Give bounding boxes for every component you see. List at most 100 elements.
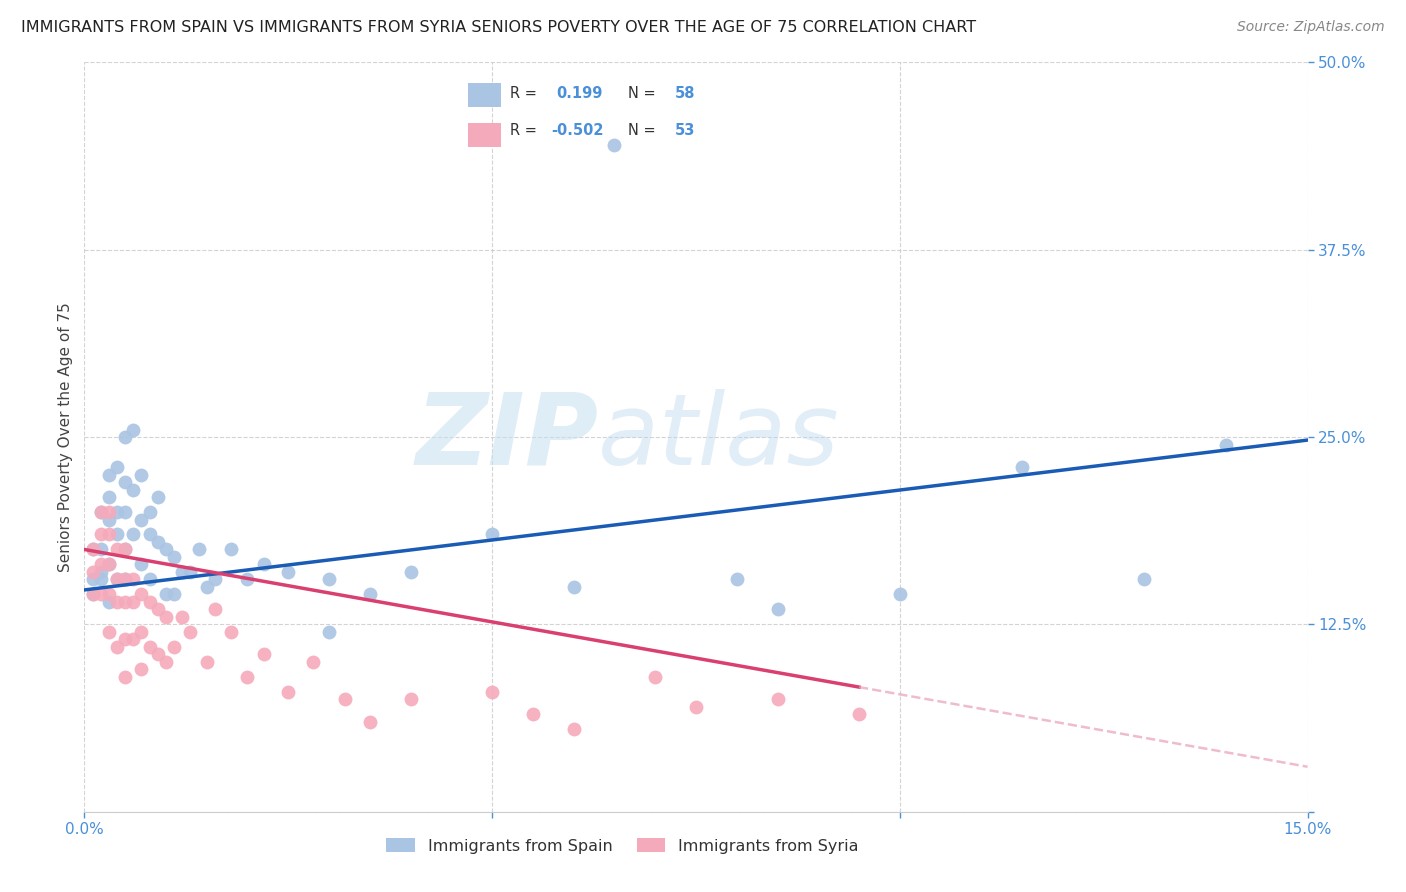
Point: [114, 595, 136, 609]
Point: [138, 505, 160, 519]
Point: [114, 632, 136, 647]
Point: [122, 632, 145, 647]
Point: [90, 587, 112, 601]
Point: [236, 670, 259, 684]
Point: [131, 558, 153, 572]
Point: [889, 587, 911, 601]
Point: [105, 505, 128, 519]
Text: Source: ZipAtlas.com: Source: ZipAtlas.com: [1237, 20, 1385, 34]
Point: [82, 542, 104, 557]
Point: [1215, 437, 1237, 451]
Point: [97, 505, 120, 519]
Point: [97, 558, 120, 572]
Point: [82, 587, 104, 601]
Point: [131, 467, 153, 482]
Point: [301, 655, 323, 669]
Legend: Immigrants from Spain, Immigrants from Syria: Immigrants from Spain, Immigrants from S…: [380, 831, 865, 860]
Point: [114, 505, 136, 519]
Point: [481, 685, 503, 699]
Point: [122, 595, 145, 609]
Point: [187, 542, 209, 557]
Point: [399, 692, 422, 706]
Point: [725, 573, 748, 587]
Point: [359, 587, 381, 601]
Point: [105, 460, 128, 475]
Text: atlas: atlas: [598, 389, 839, 485]
Point: [105, 573, 128, 587]
Point: [179, 565, 201, 579]
Point: [90, 527, 112, 541]
Point: [97, 490, 120, 504]
Point: [131, 512, 153, 526]
Point: [105, 527, 128, 541]
Point: [114, 542, 136, 557]
Point: [253, 648, 276, 662]
Point: [1133, 573, 1156, 587]
Point: [219, 542, 242, 557]
Point: [277, 565, 299, 579]
Point: [766, 602, 789, 616]
Point: [204, 573, 226, 587]
Point: [97, 512, 120, 526]
Point: [236, 573, 259, 587]
Point: [122, 423, 145, 437]
Point: [155, 655, 177, 669]
Point: [146, 490, 169, 504]
Point: [82, 573, 104, 587]
Point: [848, 707, 870, 722]
Point: [562, 580, 585, 594]
Point: [1011, 460, 1033, 475]
Point: [82, 587, 104, 601]
Point: [179, 624, 201, 639]
Point: [219, 624, 242, 639]
Point: [97, 587, 120, 601]
Point: [318, 573, 340, 587]
Point: [146, 535, 169, 549]
Point: [131, 662, 153, 676]
Point: [114, 430, 136, 444]
Point: [90, 542, 112, 557]
Point: [766, 692, 789, 706]
Point: [114, 573, 136, 587]
Point: [603, 137, 626, 152]
Point: [318, 624, 340, 639]
Point: [138, 640, 160, 654]
Point: [114, 542, 136, 557]
Point: [163, 640, 186, 654]
Point: [82, 565, 104, 579]
Point: [114, 475, 136, 489]
Text: ZIP: ZIP: [415, 389, 598, 485]
Point: [90, 505, 112, 519]
Point: [90, 558, 112, 572]
Point: [114, 670, 136, 684]
Point: [131, 587, 153, 601]
Point: [195, 655, 218, 669]
Point: [644, 670, 666, 684]
Point: [97, 527, 120, 541]
Point: [359, 714, 381, 729]
Point: [172, 565, 194, 579]
Point: [97, 595, 120, 609]
Point: [122, 573, 145, 587]
Point: [163, 549, 186, 564]
Point: [172, 610, 194, 624]
Point: [481, 527, 503, 541]
Point: [138, 595, 160, 609]
Point: [155, 610, 177, 624]
Point: [155, 587, 177, 601]
Point: [685, 699, 707, 714]
Point: [122, 483, 145, 497]
Point: [90, 573, 112, 587]
Point: [122, 527, 145, 541]
Point: [131, 624, 153, 639]
Point: [277, 685, 299, 699]
Point: [97, 467, 120, 482]
Y-axis label: Seniors Poverty Over the Age of 75: Seniors Poverty Over the Age of 75: [58, 302, 73, 572]
Point: [114, 573, 136, 587]
Text: IMMIGRANTS FROM SPAIN VS IMMIGRANTS FROM SYRIA SENIORS POVERTY OVER THE AGE OF 7: IMMIGRANTS FROM SPAIN VS IMMIGRANTS FROM…: [21, 20, 976, 35]
Point: [82, 542, 104, 557]
Point: [195, 580, 218, 594]
Point: [97, 624, 120, 639]
Point: [105, 542, 128, 557]
Point: [105, 573, 128, 587]
